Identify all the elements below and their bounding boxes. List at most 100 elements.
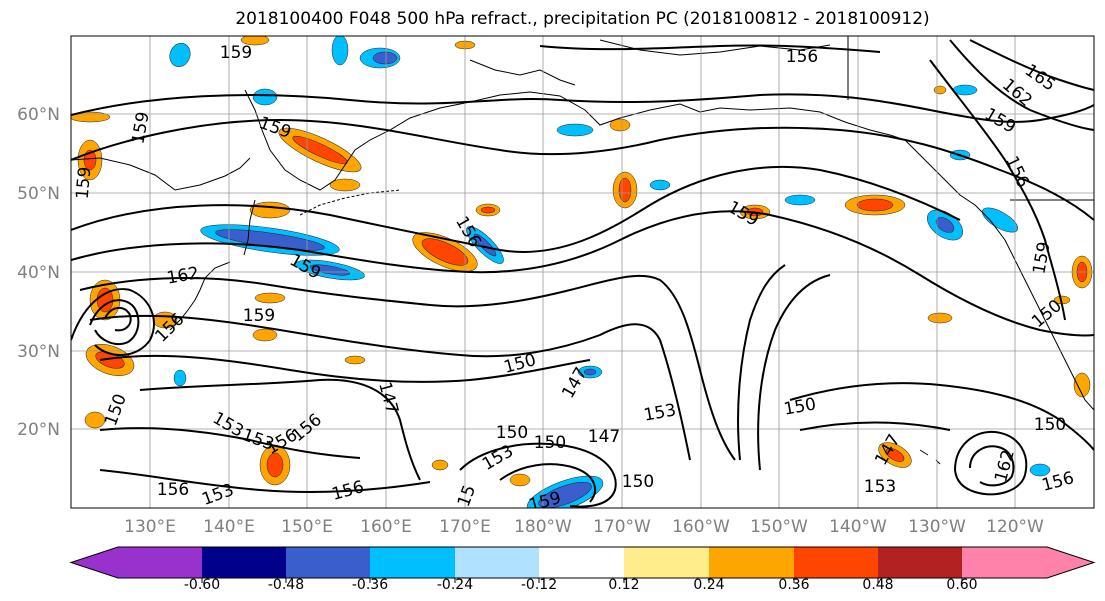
contour-jet-2: [71, 210, 1094, 337]
lon-label-160e: 160°E: [360, 517, 412, 537]
colorbar-swatch: [539, 547, 624, 578]
coastline-chukotka: [469, 59, 576, 86]
precipitation-patch: [784, 194, 816, 206]
precipitation-patch: [329, 178, 361, 192]
colorbar-swatch: [202, 547, 286, 578]
precipitation-patch: [421, 238, 469, 266]
contour-156-north: [71, 118, 1094, 221]
contour-label: 153: [864, 477, 896, 497]
precipitation-shading: [71, 36, 1093, 508]
contour-label: 156: [157, 480, 189, 500]
lat-label-50: 50°N: [17, 184, 60, 204]
coastline-japan: [169, 261, 231, 331]
map-title: 2018100400 F048 500 hPa refract., precip…: [235, 9, 930, 29]
colorbar-tick-label: 0.36: [778, 577, 809, 593]
precipitation-patch: [1029, 463, 1051, 477]
lon-label-170e: 170°E: [439, 517, 491, 537]
contour-label: 150: [622, 472, 654, 492]
contour-label: 156: [786, 47, 818, 67]
colorbar-tick-label: 0.48: [862, 577, 893, 593]
precipitation-patch: [83, 149, 97, 171]
lon-label-130w: 130°W: [908, 517, 966, 537]
contour-label: 150: [496, 423, 528, 443]
contour-165: [969, 39, 1094, 91]
map-frame: [70, 35, 1095, 509]
precipitation-patch: [252, 88, 278, 106]
precipitation-patch: [292, 135, 348, 165]
precipitation-patch: [509, 473, 531, 487]
contour-156-south: [99, 469, 431, 493]
lon-label-180w: 180°W: [514, 517, 572, 537]
contour-162-loop: [954, 430, 1028, 496]
colorbar-swatch: [794, 547, 878, 578]
contour-153-south-low: [499, 463, 596, 503]
precipitation-patch: [344, 355, 366, 365]
longitude-axis: 130°E 140°E 150°E 160°E 170°E 180°W 170°…: [124, 517, 1044, 537]
contour-label: 150: [1034, 415, 1066, 435]
contour-low-loop-mid: [89, 299, 140, 346]
contour-150-south-low: [459, 442, 617, 508]
precipitation-patch: [169, 42, 191, 68]
contour-label: 150: [534, 433, 566, 453]
lon-label-130e: 130°E: [124, 517, 176, 537]
precipitation-patch: [649, 179, 671, 191]
lon-label-150w: 150°W: [750, 517, 808, 537]
precipitation-patch: [84, 411, 106, 429]
contour-label: 147: [588, 427, 620, 447]
precipitation-patch: [252, 328, 278, 342]
refractivity-contours: [71, 39, 1094, 508]
lon-label-160w: 160°W: [672, 517, 730, 537]
coastline-alaska-west: [469, 91, 906, 141]
contour-low-loop-inner: [104, 306, 132, 332]
lat-label-60: 60°N: [17, 105, 60, 125]
coastline-kamchatka: [244, 89, 471, 191]
precipitation-patch: [473, 233, 497, 257]
contour-159-ne: [929, 59, 1066, 321]
contour-trough-1: [757, 274, 831, 471]
contour-150-a: [89, 314, 691, 461]
colorbar-tick-label: -0.60: [184, 577, 220, 593]
contour-label: 159: [220, 43, 252, 63]
contour-label: 159: [73, 166, 96, 200]
contour-label: 159: [527, 488, 564, 516]
precipitation-patch: [71, 111, 111, 123]
colorbar-tick-label: 0.24: [693, 577, 724, 593]
colorbar-swatch: [878, 547, 962, 578]
colorbar-tick-label: -0.24: [437, 577, 473, 593]
contour-150-east: [789, 382, 1094, 451]
precipitation-patch: [331, 36, 349, 66]
precipitation-patch: [173, 369, 187, 387]
lon-label-140w: 140°W: [829, 517, 887, 537]
precipitation-patch: [556, 123, 594, 137]
contour-159-top: [539, 44, 881, 53]
lon-label-120w: 120°W: [986, 517, 1044, 537]
lat-label-30: 30°N: [17, 342, 60, 362]
contour-trough-2: [737, 264, 786, 461]
precipitation-patch: [254, 292, 286, 304]
contour-162: [949, 39, 1094, 131]
colorbar-outline: [69, 546, 1096, 579]
contour-153-south: [99, 427, 361, 459]
coastline-sakhalin: [243, 199, 256, 256]
colorbar-swatch: [286, 547, 370, 578]
precipitation-patch: [266, 452, 284, 478]
coastline-asia-russia: [71, 157, 251, 191]
precipitation-patch: [249, 201, 291, 219]
contour-low-loop-outer: [71, 288, 155, 357]
lat-label-20: 20°N: [17, 420, 60, 440]
colorbar-tick-label: -0.12: [521, 577, 557, 593]
precipitation-patch: [372, 51, 398, 65]
precipitation-patch: [885, 448, 905, 462]
colorbar-swatch: [71, 547, 202, 578]
precipitation-patch: [240, 36, 270, 46]
precipitation-patch: [856, 198, 894, 212]
contour-153-east: [799, 421, 951, 431]
colorbar-swatch: [370, 547, 455, 578]
lon-label-170w: 170°W: [593, 517, 651, 537]
precipitation-patch: [431, 459, 449, 471]
latitude-axis: 60°N 50°N 40°N 30°N 20°N: [17, 105, 60, 440]
colorbar-ticks: -0.60 -0.48 -0.36 -0.24 -0.12 0.12 0.24 0.36 0.4…: [184, 577, 978, 593]
colorbar-swatch: [709, 547, 794, 578]
lon-label-150e: 150°E: [281, 517, 333, 537]
contour-jet-1: [71, 165, 961, 253]
